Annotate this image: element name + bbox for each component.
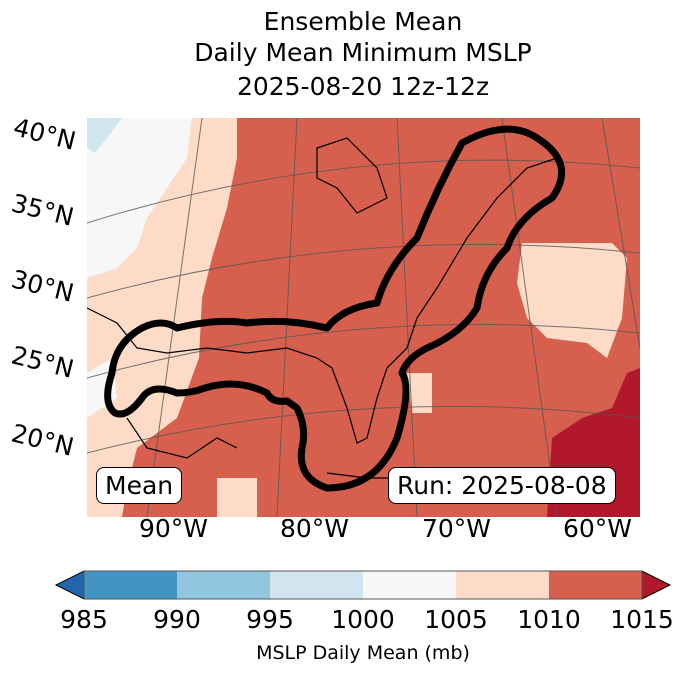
colorbar-segment (84, 571, 178, 599)
colorbar-under-extension (54, 570, 85, 600)
lat-label-20n: 20°N (8, 418, 77, 462)
colorbar-tick-label: 1015 (610, 605, 674, 634)
colorbar-segment (456, 571, 550, 599)
colorbar-segment (270, 571, 364, 599)
colorbar-tick-label: 985 (60, 605, 108, 634)
lon-label-70w: 70°W (422, 514, 492, 543)
title-line-3: 2025-08-20 12z-12z (236, 72, 490, 101)
colorbar-frame (83, 570, 643, 600)
colorbar-segment (549, 571, 643, 599)
map (87, 118, 640, 517)
title-line-1: Ensemble Mean (263, 7, 463, 36)
probability-contour (104, 125, 565, 492)
colorbar-segment (363, 571, 457, 599)
colorbar-segment (177, 571, 271, 599)
colorbar-tick-label: 1010 (517, 605, 581, 634)
colorbar-tick-label: 1005 (424, 605, 488, 634)
title-line-2: Daily Mean Minimum MSLP (194, 38, 532, 67)
colorbar-label: MSLP Daily Mean (mb) (256, 642, 470, 664)
region-1000-northwest (87, 118, 192, 278)
lon-label-80w: 80°W (280, 514, 350, 543)
colorbar-tick-label: 1000 (331, 605, 395, 634)
region-995-corner (87, 118, 122, 153)
colorbar (54, 570, 672, 600)
lat-label-40n: 40°N (10, 112, 79, 156)
colorbar-tick-label: 990 (153, 605, 201, 634)
lat-label-35n: 35°N (8, 188, 77, 232)
lat-label-25n: 25°N (8, 340, 77, 384)
region-1005-caribbean (407, 373, 432, 413)
lon-label-60w: 60°W (563, 514, 633, 543)
lon-label-90w: 90°W (139, 514, 209, 543)
colorbar-over-extension (641, 570, 672, 600)
colorbar-tick-label: 995 (246, 605, 294, 634)
lat-label-30n: 30°N (8, 264, 77, 308)
run-date-box: Run: 2025-08-08 (388, 467, 616, 504)
region-1005-south (217, 478, 257, 517)
mean-label-box: Mean (96, 467, 183, 504)
